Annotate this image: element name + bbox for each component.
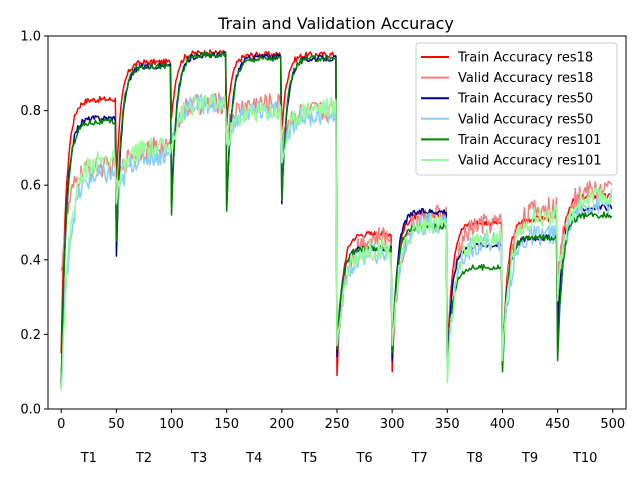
x-tick-label: 150 [214,417,239,432]
task-label: T8 [466,451,483,466]
task-label: T10 [572,451,597,466]
x-tick-label: 250 [325,417,350,432]
legend-label: Valid Accuracy res50 [458,112,593,127]
legend-label: Train Accuracy res18 [457,51,593,66]
task-label: T9 [521,451,538,466]
y-tick-label: 0.4 [20,253,41,268]
x-tick-label: 300 [380,417,405,432]
x-tick-label: 450 [545,417,570,432]
task-label: T5 [300,451,317,466]
legend-label: Train Accuracy res101 [457,133,601,148]
y-tick-label: 0.6 [20,179,41,194]
legend-label: Train Accuracy res50 [457,92,593,107]
task-label: T3 [190,451,207,466]
x-tick-label: 200 [269,417,294,432]
legend: Train Accuracy res18 Valid Accuracy res18… [415,42,618,176]
y-tick-label: 0.0 [20,403,41,418]
x-tick-label: 500 [600,417,625,432]
legend-box [415,42,618,176]
task-label: T2 [135,451,152,466]
task-label: T4 [245,451,262,466]
legend-label: Valid Accuracy res18 [458,71,593,86]
y-tick-label: 0.2 [20,328,41,343]
task-labels: T1 T2 T3 T4 T5 T6 T7 T8 T9 T10 [80,451,598,466]
x-tick-label: 400 [490,417,515,432]
axes: 0 50 100 150 200 250 300 350 400 450 500 0.0 0.2 0.4 0… [20,30,627,432]
x-tick-label: 50 [108,417,125,432]
y-tick-label: 1.0 [20,30,41,45]
plot-lines [60,49,613,391]
x-tick-label: 0 [57,417,65,432]
chart-title: Train and Validation Accuracy [217,14,454,33]
legend-label: Valid Accuracy res101 [458,154,602,169]
task-label: T7 [411,451,428,466]
y-tick-label: 0.8 [20,104,41,119]
task-label: T6 [355,451,372,466]
x-tick-label: 100 [159,417,184,432]
series-line-valid-accuracy-res101 [60,92,613,391]
task-label: T1 [80,451,97,466]
x-tick-label: 350 [435,417,460,432]
